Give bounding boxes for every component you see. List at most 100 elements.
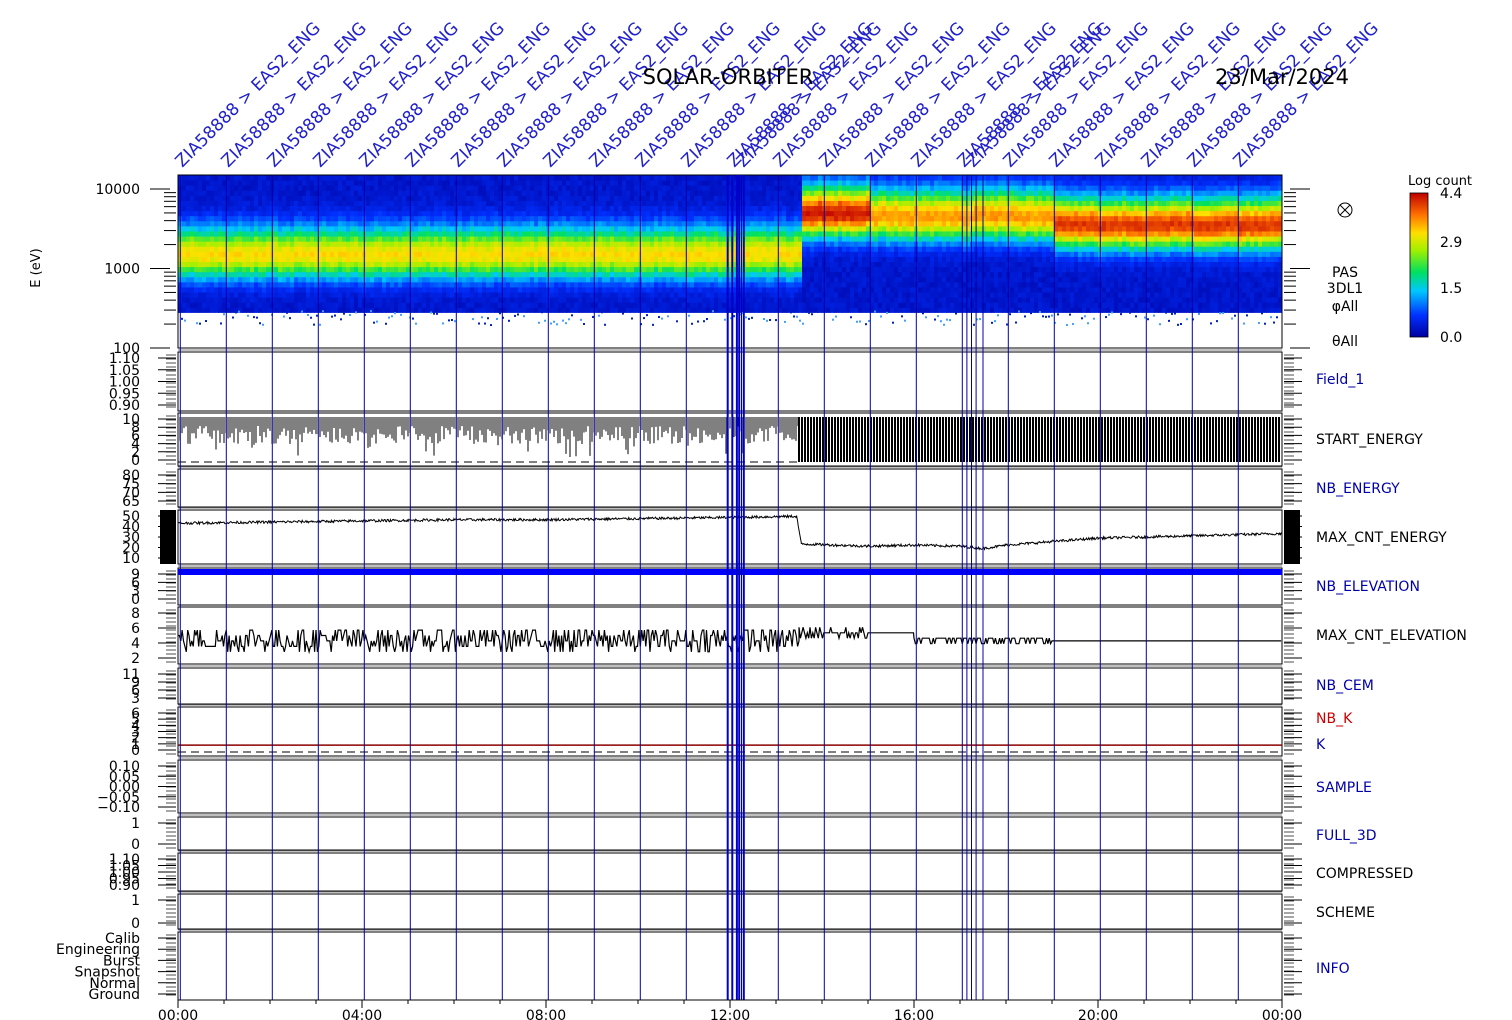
- spectrogram-cell: [282, 307, 287, 313]
- spectrogram-cell: [746, 241, 751, 247]
- spectrogram-cell: [462, 230, 467, 237]
- spectrogram-cell: [794, 200, 799, 207]
- spectrogram-cell: [834, 241, 839, 247]
- spectrogram-cell: [266, 175, 271, 181]
- spectrogram-cell: [414, 195, 419, 201]
- spectrogram-cell: [446, 292, 451, 298]
- spectrogram-cell: [462, 297, 467, 303]
- spectrogram-cell: [854, 205, 859, 212]
- spectrogram-cell: [302, 220, 307, 227]
- spectrogram-cell: [254, 190, 259, 196]
- spectrogram-cell: [674, 292, 679, 298]
- spectrogram-cell: [426, 220, 431, 227]
- spectrogram-cell: [290, 215, 295, 222]
- spectrogram-cell: [778, 261, 783, 268]
- spectrogram-cell: [794, 256, 799, 262]
- spectrogram-cell: [606, 175, 611, 181]
- spectrogram-cell: [282, 225, 287, 232]
- spectrogram-cell: [762, 220, 767, 227]
- spectrogram-cell: [250, 302, 255, 308]
- spectrogram-cell: [430, 261, 435, 268]
- spectrogram-cell: [826, 210, 831, 217]
- spectrogram-cell: [842, 241, 847, 247]
- spectrogram-cell: [506, 292, 511, 298]
- spectrogram-cell: [190, 205, 195, 212]
- spectrogram-cell: [414, 220, 419, 227]
- spectrogram-cell: [858, 241, 863, 247]
- spectrogram-cell: [502, 180, 507, 186]
- spectrogram-cell: [882, 210, 887, 217]
- spectrogram-cell: [206, 292, 211, 298]
- spectrogram-cell: [694, 256, 699, 262]
- spectrogram-cell: [798, 215, 803, 222]
- spectrogram-cell: [702, 200, 707, 207]
- spectrogram-cell: [210, 297, 215, 303]
- spectrogram-cell: [906, 220, 911, 227]
- spectrogram-cell: [438, 210, 443, 217]
- spectrogram-cell: [874, 261, 879, 268]
- spectrogram-cell: [470, 180, 475, 186]
- spectrogram-cell: [350, 261, 355, 268]
- spectrogram-cell: [810, 281, 815, 288]
- spectrogram-cell: [186, 271, 191, 278]
- spectrogram-cell: [354, 236, 359, 242]
- spectrogram-cell: [566, 180, 571, 186]
- spectrogram-cell: [778, 302, 783, 308]
- spectrogram-cell: [694, 307, 699, 313]
- spectrogram-cell: [186, 175, 191, 181]
- spectrogram-cell: [286, 190, 291, 196]
- spectrogram-cell: [222, 190, 227, 196]
- spectrogram-cell: [518, 261, 523, 268]
- spectrogram-cell: [778, 220, 783, 227]
- spectrogram-cell: [446, 297, 451, 303]
- spectrogram-cell: [478, 297, 483, 303]
- spectrogram-cell: [718, 225, 723, 232]
- spectrogram-cell: [218, 261, 223, 268]
- spectrogram-cell: [414, 292, 419, 298]
- spectrogram-cell: [438, 251, 443, 257]
- spectrogram-cell: [326, 307, 331, 313]
- spectrogram-cell: [894, 266, 899, 273]
- spectrogram-cell: [830, 276, 835, 283]
- spectrogram-cell: [598, 195, 603, 201]
- spectrogram-cell: [562, 307, 567, 313]
- spectrogram-cell: [262, 256, 267, 262]
- spectrogram-cell: [238, 236, 243, 242]
- spectrogram-cell: [218, 205, 223, 212]
- spectrogram-cell: [246, 225, 251, 232]
- spectrogram-cell: [706, 230, 711, 237]
- spectrogram-cell: [226, 205, 231, 212]
- spectrogram-cell: [870, 246, 875, 252]
- spectrogram-cell: [410, 200, 415, 207]
- spectrogram-cell: [258, 205, 263, 212]
- spectrogram-cell: [694, 210, 699, 217]
- spectrogram-cell: [434, 297, 439, 303]
- spectrogram-cell: [198, 266, 203, 273]
- spectrogram-cell: [642, 215, 647, 222]
- spectrogram-cell: [646, 286, 651, 293]
- spectrogram-cell: [626, 307, 631, 313]
- spectrogram-cell: [762, 180, 767, 186]
- spectrogram-cell: [806, 241, 811, 247]
- spectrogram-cell: [438, 230, 443, 237]
- spectrogram-cell: [298, 225, 303, 232]
- spectrogram-cell: [458, 261, 463, 268]
- spectrogram-cell: [238, 266, 243, 273]
- spectrogram-cell: [570, 297, 575, 303]
- spectrogram-cell: [290, 236, 295, 242]
- spectrogram-cell: [518, 175, 523, 181]
- spectrogram-cell: [402, 241, 407, 247]
- spectrogram-cell: [610, 307, 615, 313]
- spectrogram-cell: [426, 261, 431, 268]
- spectrogram-cell: [422, 302, 427, 308]
- spectrogram-cell: [658, 185, 663, 191]
- spectrogram-cell: [498, 261, 503, 268]
- spectrogram-cell: [858, 210, 863, 217]
- spectrogram-cell: [262, 225, 267, 232]
- spectrogram-cell: [542, 195, 547, 201]
- spectrogram-cell: [718, 175, 723, 181]
- spectrogram-cell: [758, 246, 763, 252]
- spectrogram-cell: [866, 210, 871, 217]
- spectrogram-cell: [542, 205, 547, 212]
- spectrogram-cell: [722, 230, 727, 237]
